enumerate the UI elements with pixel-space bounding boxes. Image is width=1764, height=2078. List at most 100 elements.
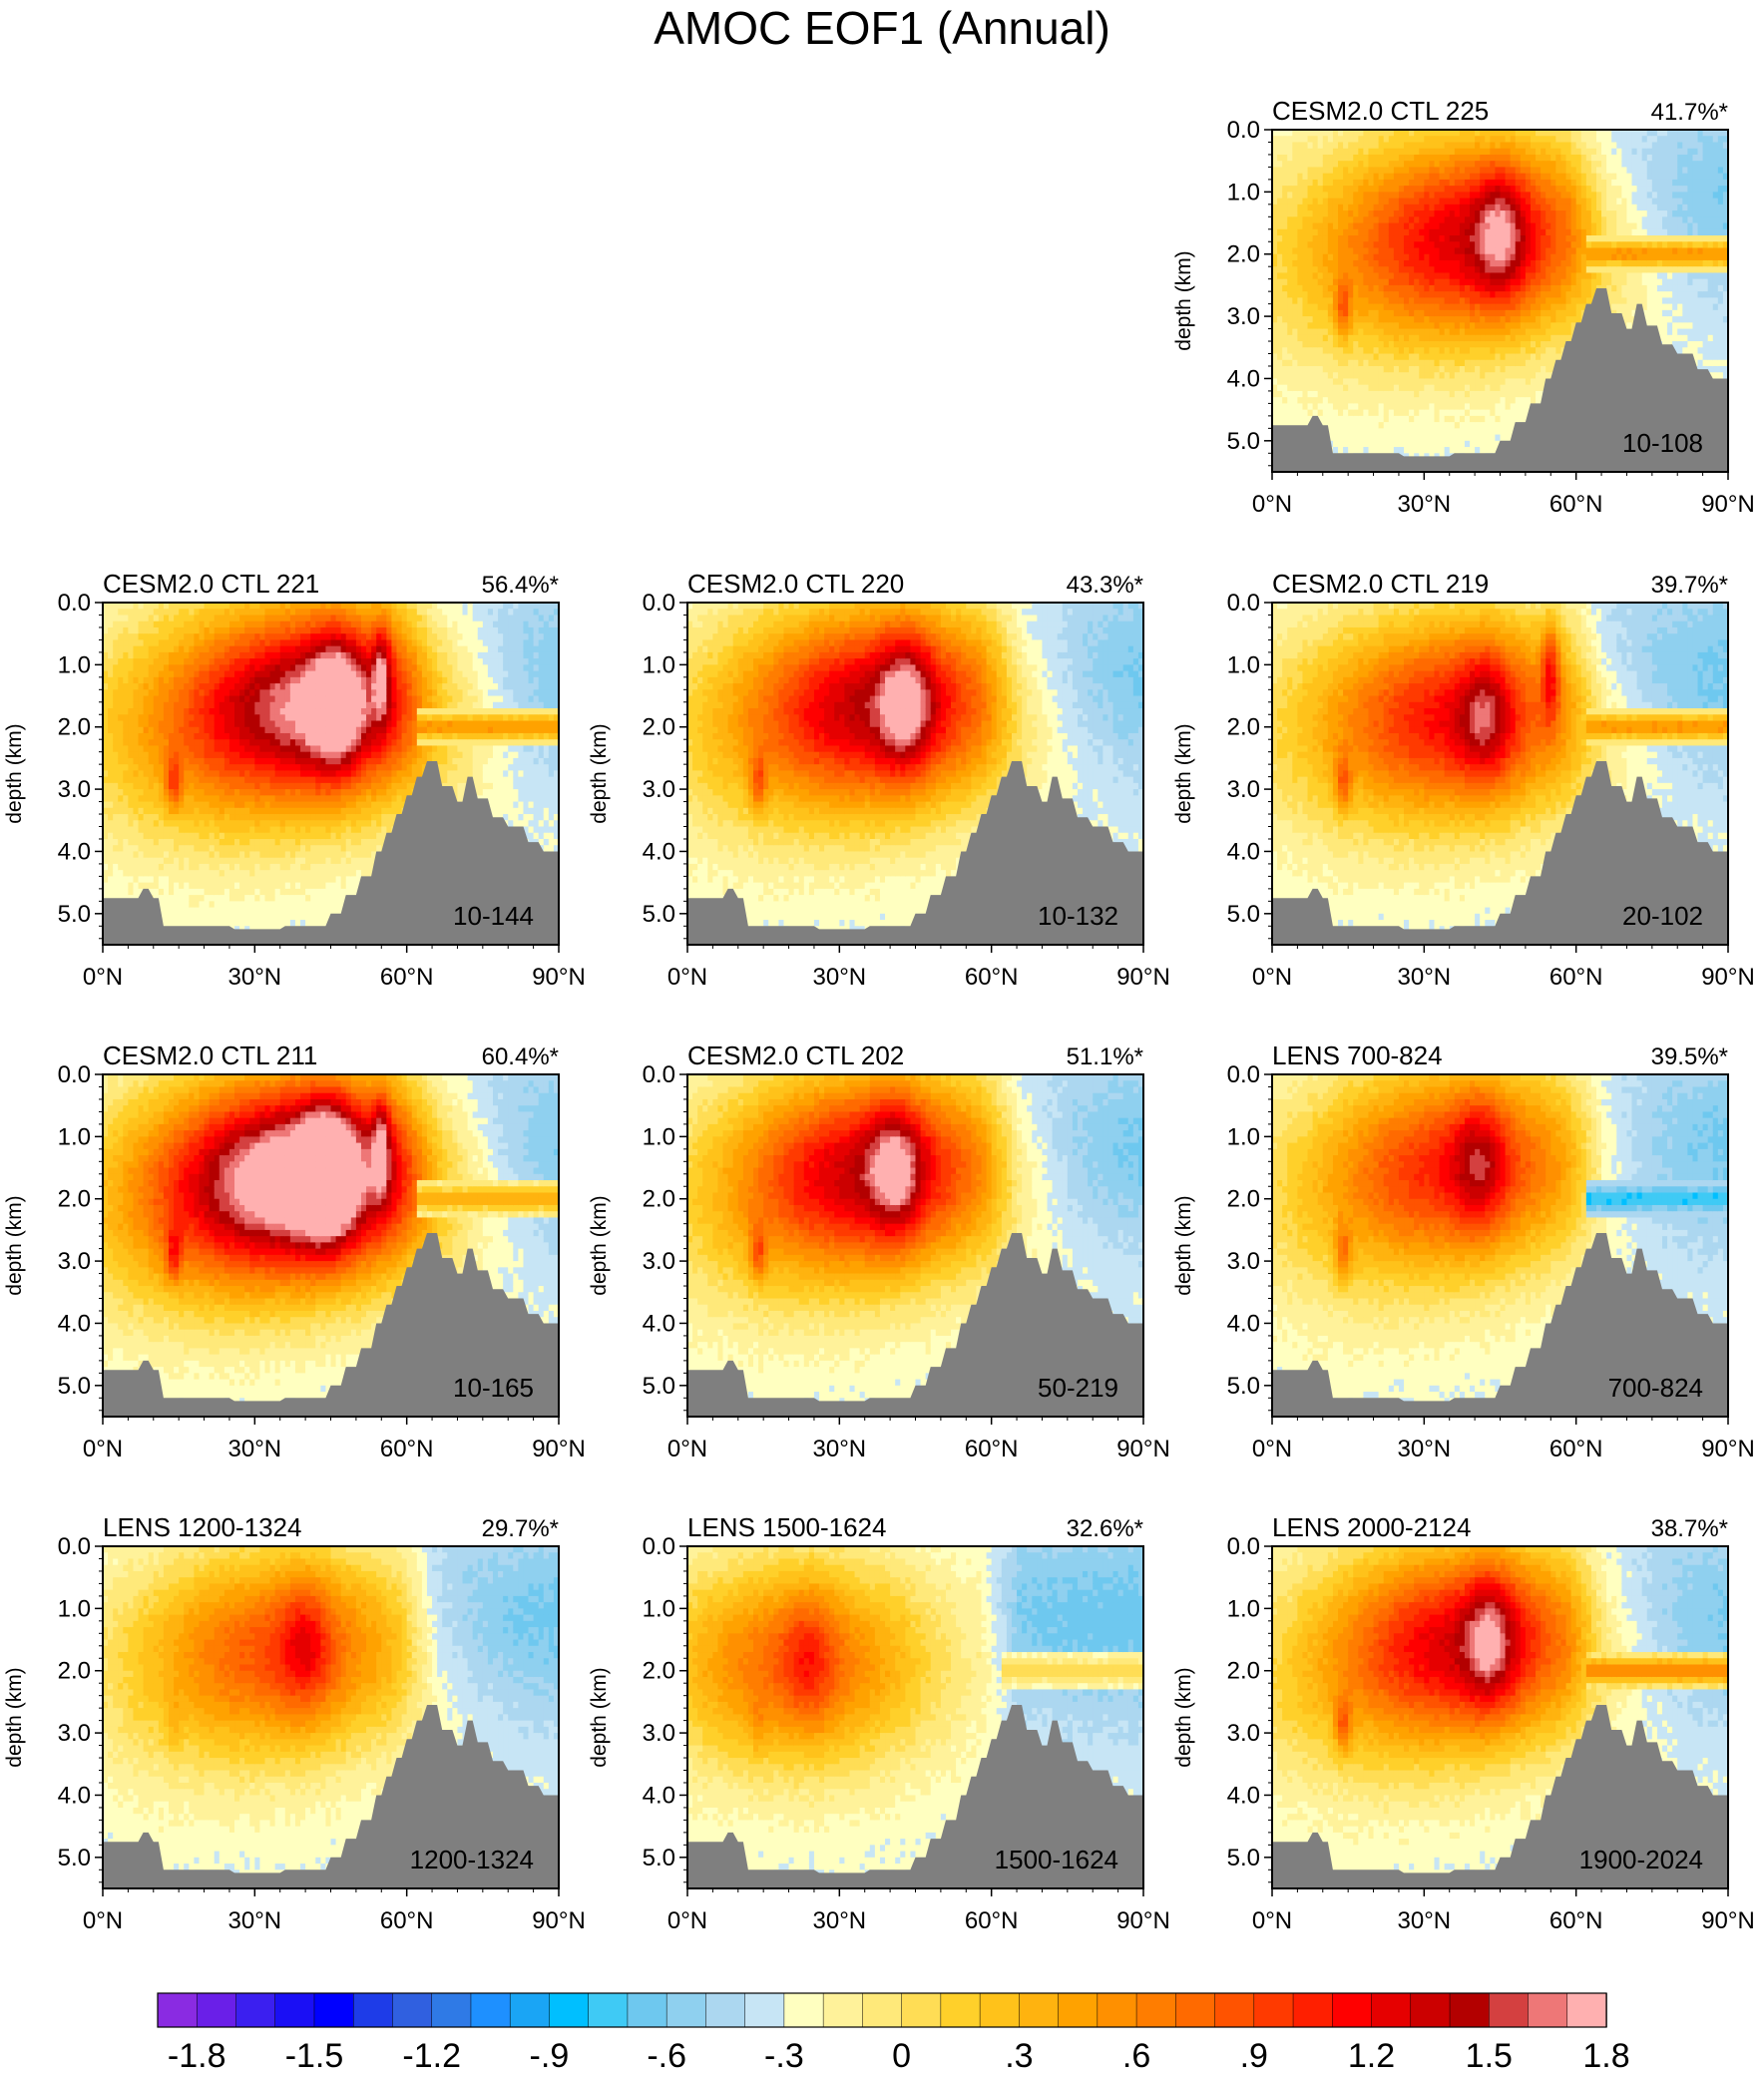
field-cell <box>1626 253 1633 261</box>
field-cell <box>1470 241 1476 249</box>
field-cell <box>1353 447 1359 454</box>
field-cell <box>1590 291 1597 298</box>
field-cell <box>1651 136 1658 144</box>
field-cell <box>1409 253 1415 261</box>
field-cell <box>1525 403 1532 411</box>
field-cell <box>1353 365 1359 373</box>
field-cell <box>1348 447 1354 454</box>
field-cell <box>1297 130 1304 137</box>
field-cell <box>1459 210 1466 217</box>
field-cell <box>1409 422 1415 429</box>
field-cell <box>1439 222 1446 230</box>
field-cell <box>1495 235 1502 242</box>
field-cell <box>1378 390 1385 398</box>
field-cell <box>1601 210 1607 217</box>
field-cell <box>1348 130 1354 137</box>
field-cell <box>1464 204 1471 211</box>
field-cell <box>1363 390 1370 398</box>
field-cell <box>1641 192 1648 200</box>
field-cell <box>1616 173 1622 181</box>
field-cell <box>1470 210 1476 217</box>
field-cell <box>1470 397 1476 404</box>
field-cell <box>1611 235 1617 242</box>
field-cell <box>1348 210 1354 217</box>
field-cell <box>1601 198 1607 206</box>
field-cell <box>1480 210 1486 217</box>
field-cell <box>1292 142 1298 150</box>
field-cell <box>1525 341 1532 348</box>
field-cell <box>1595 186 1602 193</box>
field-cell <box>1500 266 1507 274</box>
field-cell <box>1515 378 1522 386</box>
field-cell <box>1636 266 1643 274</box>
field-cell <box>1327 259 1334 267</box>
field-cell <box>1485 216 1491 224</box>
field-cell <box>1585 247 1592 255</box>
field-cell <box>1530 186 1537 193</box>
field-cell <box>1702 284 1709 292</box>
field-cell <box>1368 210 1375 217</box>
field-cell <box>1277 136 1283 144</box>
field-cell <box>1712 173 1719 181</box>
field-cell <box>1343 278 1349 286</box>
field-cell <box>1702 198 1709 206</box>
field-cell <box>1495 378 1502 386</box>
field-cell <box>1520 322 1527 330</box>
field-cell <box>1510 303 1517 311</box>
field-cell <box>1338 222 1344 230</box>
field-cell <box>1393 272 1400 280</box>
field-cell <box>1515 372 1522 380</box>
field-cell <box>1343 378 1349 386</box>
field-cell <box>1570 309 1577 317</box>
field-cell <box>1697 334 1704 342</box>
field-cell <box>1302 353 1309 361</box>
field-cell <box>1480 259 1486 267</box>
field-cell <box>1444 216 1451 224</box>
field-cell <box>1656 216 1663 224</box>
field-cell <box>1595 142 1602 150</box>
field-cell <box>1661 198 1668 206</box>
field-cell <box>1297 272 1304 280</box>
field-cell <box>1287 390 1293 398</box>
field-cell <box>1510 372 1517 380</box>
field-cell <box>1414 241 1420 249</box>
field-cell <box>1459 434 1466 442</box>
field-cell <box>1530 247 1537 255</box>
field-cell <box>1368 259 1375 267</box>
field-cell <box>1434 447 1441 454</box>
field-cell <box>1475 241 1481 249</box>
field-cell <box>1687 303 1694 311</box>
field-cell <box>1485 303 1491 311</box>
field-cell <box>1444 384 1451 392</box>
field-cell <box>1545 297 1551 305</box>
field-cell <box>1500 297 1507 305</box>
field-cell <box>1363 428 1370 436</box>
field-cell <box>1601 167 1607 175</box>
field-cell <box>1444 291 1451 298</box>
field-cell <box>1470 390 1476 398</box>
field-cell <box>1545 192 1551 200</box>
field-cell <box>1485 372 1491 380</box>
field-cell <box>1353 316 1359 323</box>
field-cell <box>1687 309 1694 317</box>
field-cell <box>1550 210 1556 217</box>
field-cell <box>1565 322 1572 330</box>
field-cell <box>1530 341 1537 348</box>
field-cell <box>1322 173 1329 181</box>
field-cell <box>1332 179 1339 187</box>
field-cell <box>1444 303 1451 311</box>
field-cell <box>1545 142 1551 150</box>
field-cell <box>1677 278 1683 286</box>
field-cell <box>1536 228 1542 236</box>
field-cell <box>1272 253 1278 261</box>
field-cell <box>1490 222 1497 230</box>
field-cell <box>1292 253 1298 261</box>
field-cell <box>1697 322 1704 330</box>
field-cell <box>1485 353 1491 361</box>
field-cell <box>1353 384 1359 392</box>
field-cell <box>1560 303 1567 311</box>
field-cell <box>1302 341 1309 348</box>
field-cell <box>1368 154 1375 162</box>
field-cell <box>1585 142 1592 150</box>
field-cell <box>1373 409 1380 417</box>
